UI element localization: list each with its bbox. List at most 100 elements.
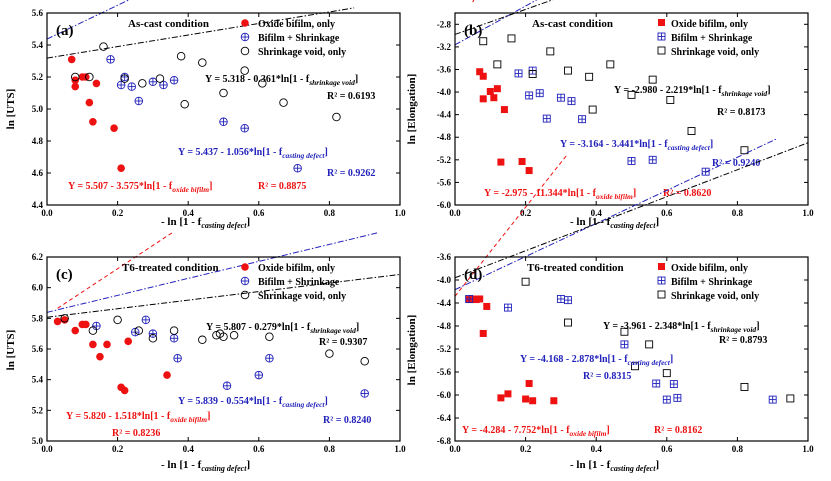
data-point-oxide: [71, 326, 80, 335]
legend-bifilm: Bifilm + Shrinkage: [671, 277, 753, 288]
legend-marker-oxide: [241, 19, 249, 27]
y-tick-label: 5.8: [32, 313, 44, 323]
legend-oxide: Oxide bifilm, only: [671, 19, 748, 30]
data-point-shrink: [134, 326, 144, 335]
y-tick-label: -3.6: [437, 252, 452, 262]
y-tick-label: -6.4: [437, 413, 452, 423]
panel-title: As-cast condition: [128, 18, 209, 30]
data-point-oxide: [497, 394, 505, 402]
data-point-bifilm: [106, 55, 115, 64]
x-tick-label: 0.0: [449, 208, 461, 218]
r2-shrink: R² = 0.8793: [719, 335, 767, 346]
equation-oxide: Y = 5.820 - 1.518*ln[1 - foxide bifilm]: [66, 411, 210, 424]
legend-shrink: Shrinkage void, only: [258, 291, 346, 302]
y-tick-label: -2.8: [437, 19, 452, 29]
data-point-oxide: [110, 124, 118, 132]
data-point-bifilm: [141, 315, 151, 325]
data-point-oxide: [497, 158, 505, 166]
data-point-bifilm: [556, 295, 565, 303]
data-point-shrink: [493, 60, 502, 69]
y-tick-label: 5.6: [32, 344, 44, 354]
plot-frame: [454, 12, 809, 206]
panel-title: T6-treated condition: [527, 262, 624, 274]
x-tick-label: 1.0: [394, 208, 406, 218]
data-point-bifilm: [169, 334, 179, 343]
data-point-bifilm: [173, 353, 182, 363]
y-tick-label: -4.8: [437, 321, 452, 331]
data-point-shrink: [219, 88, 228, 98]
data-point-shrink: [60, 314, 69, 323]
data-point-oxide: [522, 395, 530, 403]
y-tick-label: 5.0: [32, 436, 44, 446]
panel-label: (b): [464, 23, 482, 39]
data-point-bifilm: [535, 89, 544, 98]
x-tick-label: 0.6: [661, 444, 673, 454]
equation-shrink: Y = -2.980 - 2.219*ln[1 - fshrinkage voi…: [614, 85, 771, 98]
x-tick-label: 0.2: [520, 208, 532, 218]
x-tick-label: 1.0: [802, 444, 814, 454]
legend-marker-oxide: [658, 19, 665, 26]
y-tick-label: -4.8: [437, 132, 452, 142]
x-tick-label: 0.6: [661, 208, 673, 218]
x-tick-label: 0.4: [591, 208, 603, 218]
data-point-bifilm: [465, 295, 474, 303]
data-point-shrink: [479, 37, 488, 46]
y-tick-label: 5.4: [32, 375, 44, 385]
x-tick-label: 0.4: [183, 208, 195, 218]
panel-title: As-cast condition: [532, 18, 613, 30]
equation-shrink: Y = -3.961 - 2.348*ln[1 - fshrinkage voi…: [603, 321, 760, 334]
legend-marker-shrink: [240, 290, 250, 300]
data-point-oxide: [85, 98, 94, 107]
plot-frame: [46, 256, 401, 442]
data-point-bifilm: [627, 157, 636, 165]
data-point-shrink: [325, 349, 334, 358]
r2-bifilm: R² = 0.8240: [323, 415, 371, 426]
x-tick-label: 0.2: [112, 208, 124, 218]
r2-shrink: R² = 0.8173: [717, 107, 765, 118]
data-point-shrink: [265, 332, 274, 341]
data-point-bifilm: [120, 72, 129, 82]
data-point-shrink: [180, 99, 189, 109]
x-tick-label: 0.0: [449, 444, 461, 454]
data-point-shrink: [564, 66, 572, 75]
data-point-oxide: [96, 352, 104, 361]
data-point-bifilm: [219, 117, 228, 127]
data-point-shrink: [120, 74, 129, 83]
data-point-oxide: [89, 118, 97, 126]
data-point-bifilm: [556, 93, 565, 102]
y-tick-label: 5.0: [32, 104, 44, 114]
data-point-oxide: [117, 164, 125, 172]
data-point-shrink: [88, 326, 98, 335]
legend-marker-shrink: [657, 290, 666, 299]
data-point-bifilm: [127, 82, 136, 91]
data-point-oxide: [163, 371, 171, 379]
data-point-bifilm: [148, 77, 158, 87]
data-point-shrink: [169, 326, 179, 335]
y-axis-label: ln [UTS]: [5, 330, 17, 371]
equation-bifilm: Y = 5.839 - 0.554*ln[1 - fcasting defect…: [178, 396, 328, 409]
data-point-oxide: [486, 87, 494, 95]
data-point-bifilm: [662, 395, 671, 404]
data-point-bifilm: [134, 96, 144, 106]
data-point-bifilm: [620, 340, 629, 349]
legend-marker-bifilm: [657, 276, 666, 285]
data-point-shrink: [648, 75, 657, 84]
data-point-shrink: [740, 383, 749, 391]
data-point-shrink: [155, 74, 165, 83]
equation-oxide: Y = -2.975 - 11.344*ln[1 - foxide bifilm…: [484, 188, 636, 201]
data-point-shrink: [198, 335, 207, 345]
x-axis-label: - ln [1 - fcasting defect]: [570, 216, 659, 230]
data-point-oxide: [490, 94, 498, 102]
x-axis-label: - ln [1 - fcasting defect]: [570, 459, 659, 473]
y-tick-label: -3.2: [437, 42, 452, 52]
data-point-bifilm: [240, 123, 249, 133]
panel-b: 0.0 0.2 0.4 0.6 0.8 1.0 -2.8 -3.2 -3.6 -4.0 -4.4 -4…: [406, 0, 814, 230]
data-point-bifilm: [673, 393, 682, 402]
panel-label: (d): [464, 267, 482, 283]
equation-oxide: Y = 5.507 - 3.575*ln[1 - foxide bifilm]: [68, 181, 212, 194]
equation-bifilm: Y = 5.437 - 1.056*ln[1 - fcasting defect…: [178, 147, 328, 160]
fit-line-shrink: [46, 7, 355, 59]
data-point-bifilm: [652, 379, 661, 388]
fit-line-oxide: [57, 231, 175, 309]
